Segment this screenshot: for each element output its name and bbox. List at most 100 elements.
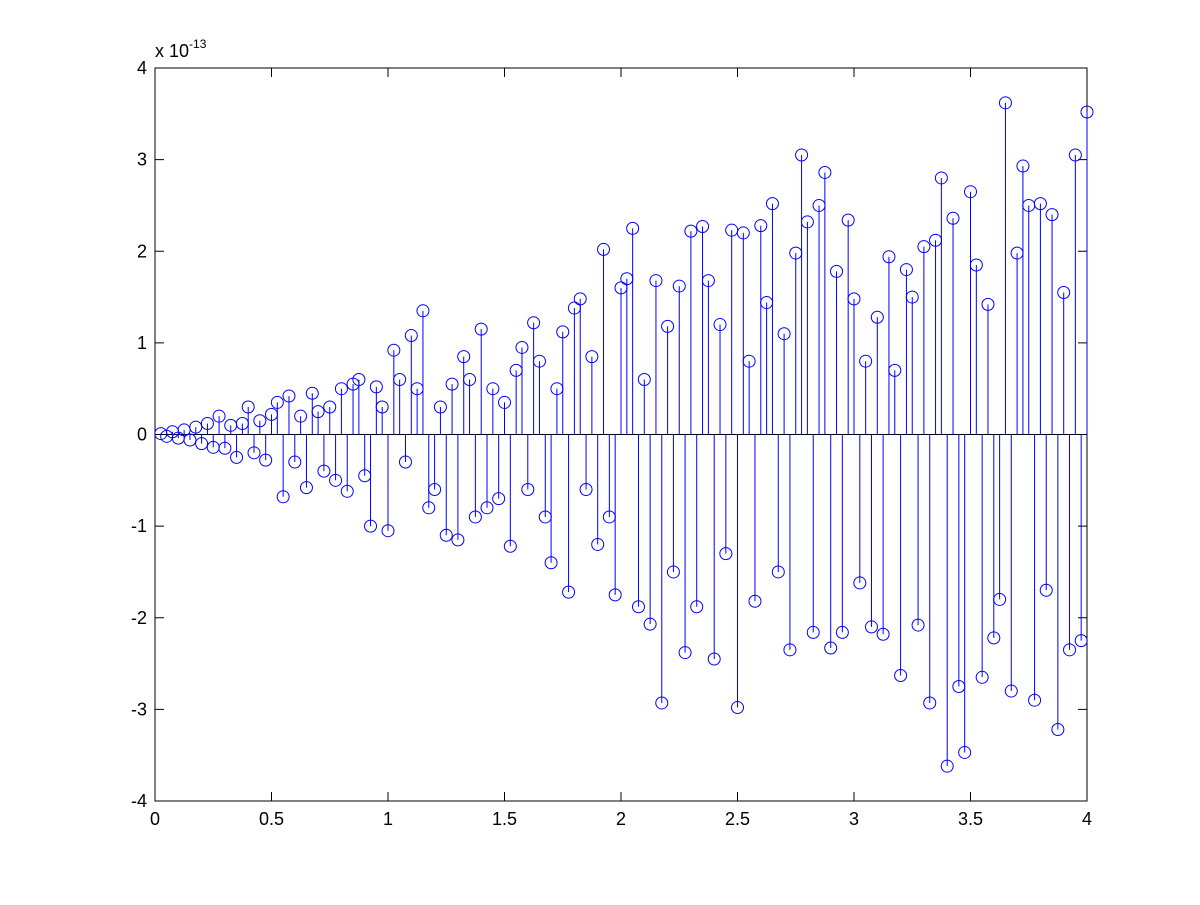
stem-marker (754, 219, 768, 233)
x-tick-label: 4 (1082, 809, 1092, 829)
stem-marker (824, 641, 838, 655)
stem-marker (189, 420, 203, 434)
stem-marker (830, 264, 844, 278)
stem-marker (934, 171, 948, 185)
stem-marker (416, 304, 430, 318)
stem-marker (305, 386, 319, 400)
stem-marker (719, 547, 733, 561)
stem-marker (736, 226, 750, 240)
stem-marker (1057, 285, 1071, 299)
stem-marker (364, 519, 378, 533)
stem-marker (503, 539, 517, 553)
stem-marker (696, 220, 710, 234)
stem-marker (993, 592, 1007, 606)
stem-marker (404, 329, 418, 343)
scale-label: x 10-13 (155, 37, 207, 61)
stem-marker (195, 437, 209, 451)
stem-marker (806, 625, 820, 639)
stem-marker (591, 537, 605, 551)
stem-marker (882, 250, 896, 264)
stem-marker (463, 373, 477, 387)
y-tick-label: -1 (131, 516, 147, 536)
stem-marker (626, 221, 640, 235)
stem-marker (1063, 643, 1077, 657)
x-tick-label: 1 (383, 809, 393, 829)
y-tick-label: 3 (137, 150, 147, 170)
stem-marker (556, 325, 570, 339)
stem-marker (1051, 723, 1065, 737)
stem-marker (998, 96, 1012, 110)
stem-marker (777, 327, 791, 341)
stem-marker (334, 382, 348, 396)
stem-marker (398, 455, 412, 469)
stem-marker (975, 670, 989, 684)
x-tick-label: 3.5 (958, 809, 983, 829)
stem-marker (731, 701, 744, 715)
stem-marker (783, 643, 797, 657)
stem-marker (678, 646, 692, 660)
y-tick-label: -2 (131, 608, 147, 628)
stem-marker (981, 297, 995, 311)
stem-marker (637, 373, 651, 387)
stem-marker (1033, 197, 1047, 211)
stem-marker (212, 409, 226, 423)
stem-marker (387, 343, 401, 357)
stem-marker (748, 594, 762, 608)
x-tick-label: 0.5 (259, 809, 284, 829)
stem-marker (562, 585, 576, 599)
stem-marker (340, 484, 354, 498)
stem-marker (317, 464, 331, 478)
stem-marker (532, 354, 546, 368)
scale-exponent: -13 (189, 37, 207, 51)
stem-marker (643, 617, 657, 631)
stem-marker (888, 363, 902, 377)
stem-marker (946, 211, 960, 225)
stem-marker (969, 258, 983, 272)
stem-marker (369, 380, 383, 394)
stem-marker (701, 274, 715, 288)
stem-marker (894, 668, 908, 682)
stem-marker (765, 197, 779, 211)
stem-marker (899, 263, 913, 277)
stem-marker (294, 409, 308, 423)
stem-marker (800, 215, 814, 229)
stem-marker (923, 696, 937, 710)
stem-marker (864, 620, 878, 634)
stem-marker (608, 588, 622, 602)
stem-marker (521, 482, 535, 496)
stem-marker (498, 395, 511, 409)
y-tick-label: 1 (137, 333, 147, 353)
stem-marker (958, 745, 972, 759)
stem-marker (253, 414, 267, 428)
stem-marker (690, 600, 704, 614)
stem-marker (1004, 684, 1018, 698)
stem-marker (1074, 634, 1088, 648)
stem-marker (818, 165, 832, 179)
stem-marker (544, 556, 558, 570)
stem-marker (795, 148, 809, 162)
stem-marker (917, 240, 931, 254)
stem-marker (1039, 583, 1053, 597)
stem-marker (329, 473, 343, 487)
y-tick-label: -4 (131, 791, 147, 811)
stem-marker (940, 759, 954, 773)
stem-marker (352, 373, 366, 387)
stem-marker (299, 481, 313, 495)
x-tick-label: 0 (150, 809, 160, 829)
stem-marker (631, 600, 645, 614)
y-tick-label: 4 (137, 58, 147, 78)
stem-marker (282, 389, 296, 403)
stem-marker (445, 377, 459, 391)
stem-marker (492, 492, 506, 506)
stem-marker (684, 224, 698, 238)
stem-marker (573, 292, 587, 306)
stem-marker (259, 453, 273, 467)
stem-marker (270, 395, 284, 409)
stem-marker (276, 490, 290, 504)
stem-marker (375, 400, 389, 414)
stem-marker (1016, 159, 1030, 173)
stem-marker (393, 373, 407, 387)
stem-marker (230, 450, 244, 464)
stem-marker (859, 354, 873, 368)
